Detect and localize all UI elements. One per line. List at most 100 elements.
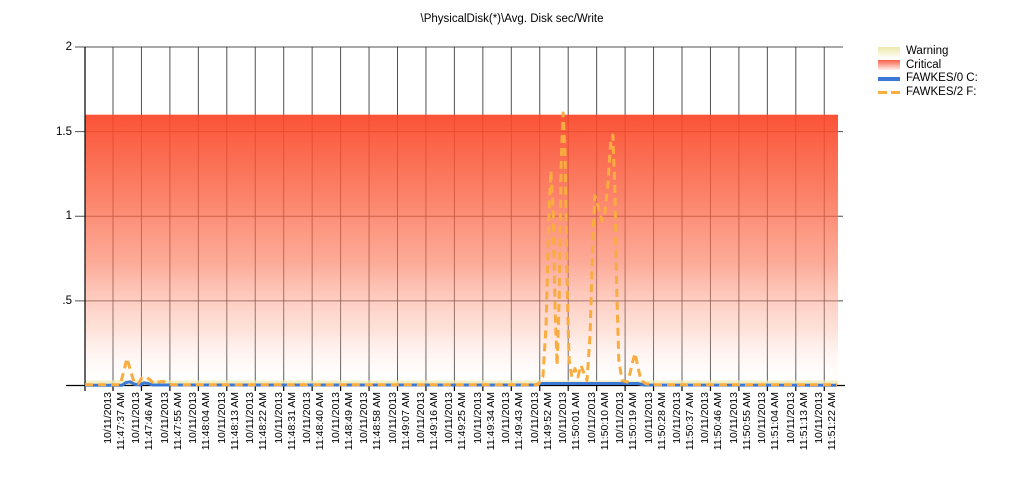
x-label-time: 11:49:43 AM — [513, 392, 526, 451]
x-axis-tick-label: 10/11/2013 11:49:52 AM — [529, 392, 555, 472]
legend-label: FAWKES/2 F: — [906, 85, 977, 98]
x-label-time: 11:48:04 AM — [200, 392, 213, 451]
x-axis-tick-label: 10/11/2013 11:50:55 AM — [728, 392, 754, 472]
x-label-date: 10/11/2013 — [813, 392, 826, 444]
x-label-date: 10/11/2013 — [699, 392, 712, 444]
x-axis-tick-label: 10/11/2013 11:51:22 AM — [813, 392, 839, 472]
x-label-time: 11:51:22 AM — [826, 392, 839, 451]
x-label-time: 11:50:37 AM — [684, 392, 696, 451]
x-axis-tick-label: 10/11/2013 11:51:13 AM — [785, 392, 811, 472]
x-label-date: 10/11/2013 — [756, 392, 769, 444]
series-solid-line — [85, 380, 838, 387]
x-label-date: 10/11/2013 — [500, 392, 513, 444]
x-axis-tick-label: 10/11/2013 11:48:49 AM — [330, 392, 356, 472]
x-label-date: 10/11/2013 — [414, 392, 427, 444]
x-label-time: 11:47:46 AM — [143, 392, 156, 451]
x-label-date: 10/11/2013 — [329, 392, 342, 444]
x-axis-tick-label: 10/11/2013 11:49:07 AM — [387, 392, 413, 472]
x-axis-tick-label: 10/11/2013 11:50:10 AM — [586, 392, 612, 472]
x-axis-tick-label: 10/11/2013 11:47:37 AM — [102, 392, 128, 472]
x-label-date: 10/11/2013 — [386, 392, 399, 444]
x-label-time: 11:49:16 AM — [427, 392, 440, 451]
x-axis-tick-label: 10/11/2013 11:48:40 AM — [301, 392, 327, 472]
x-label-time: 11:48:31 AM — [285, 392, 298, 451]
x-label-time: 11:49:34 AM — [484, 392, 497, 451]
x-label-time: 11:50:55 AM — [740, 392, 753, 451]
x-label-date: 10/11/2013 — [244, 392, 257, 444]
x-label-date: 10/11/2013 — [528, 392, 541, 444]
x-axis-tick-label: 10/11/2013 11:50:28 AM — [643, 392, 669, 472]
x-label-date: 10/11/2013 — [585, 392, 598, 444]
x-label-date: 10/11/2013 — [158, 392, 171, 444]
y-axis-tick-label: 2 — [65, 41, 72, 53]
x-label-time: 11:50:01 AM — [570, 392, 583, 451]
x-label-time: 11:47:55 AM — [171, 392, 184, 451]
x-axis-tick-label: 10/11/2013 11:50:37 AM — [671, 392, 697, 472]
x-label-date: 10/11/2013 — [642, 392, 655, 444]
x-axis-tick-label: 10/11/2013 11:49:34 AM — [472, 392, 498, 472]
x-label-date: 10/11/2013 — [443, 392, 456, 444]
series-dashed-line — [85, 111, 838, 387]
x-label-time: 11:48:22 AM — [257, 392, 270, 451]
x-axis-tick-label: 10/11/2013 11:48:58 AM — [358, 392, 384, 472]
x-axis-tick-label: 10/11/2013 11:51:04 AM — [756, 392, 782, 472]
x-axis-tick-label: 10/11/2013 11:49:25 AM — [443, 392, 469, 472]
critical-region-swatch — [878, 60, 900, 71]
x-axis-tick-label: 10/11/2013 11:48:31 AM — [273, 392, 299, 472]
x-label-time: 11:48:13 AM — [228, 392, 241, 451]
x-axis-tick-label: 10/11/2013 11:49:16 AM — [415, 392, 441, 472]
x-axis-tick-label: 10/11/2013 11:50:46 AM — [699, 392, 725, 472]
x-label-time: 11:50:46 AM — [712, 392, 725, 451]
x-label-date: 10/11/2013 — [215, 392, 228, 444]
x-label-time: 11:50:10 AM — [598, 392, 611, 451]
x-label-time: 11:49:25 AM — [456, 392, 469, 451]
x-axis-tick-label: 10/11/2013 11:47:46 AM — [130, 392, 156, 472]
x-label-time: 11:49:07 AM — [399, 392, 412, 451]
x-label-date: 10/11/2013 — [130, 392, 143, 444]
x-label-date: 10/11/2013 — [671, 392, 683, 444]
legend-item-fawkes0: FAWKES/0 C: — [878, 72, 978, 86]
warning-region-swatch — [878, 46, 900, 57]
x-axis-tick-label: 10/11/2013 11:49:43 AM — [500, 392, 526, 472]
y-axis-tick-label: 1 — [65, 210, 72, 223]
x-axis-tick-label: 10/11/2013 11:50:19 AM — [614, 392, 640, 472]
y-axis-tick-label: .5 — [62, 294, 72, 307]
x-label-date: 10/11/2013 — [557, 392, 570, 444]
x-label-date: 10/11/2013 — [358, 392, 371, 444]
legend-label: Warning — [906, 45, 949, 58]
legend-item-warning: Warning — [878, 45, 978, 59]
x-label-time: 11:51:04 AM — [769, 392, 782, 451]
x-label-time: 11:49:52 AM — [541, 392, 554, 451]
x-label-time: 11:47:37 AM — [115, 392, 127, 451]
legend-label: FAWKES/0 C: — [906, 72, 978, 85]
x-axis-tick-label: 10/11/2013 11:48:13 AM — [216, 392, 242, 472]
x-label-date: 10/11/2013 — [272, 392, 285, 444]
x-label-date: 10/11/2013 — [727, 392, 740, 444]
legend-label: Critical — [906, 58, 942, 71]
x-label-date: 10/11/2013 — [784, 392, 797, 444]
x-label-date: 10/11/2013 — [301, 392, 314, 444]
x-axis-tick-label: 10/11/2013 11:48:22 AM — [244, 392, 270, 472]
x-axis-tick-label: 10/11/2013 11:47:55 AM — [159, 392, 185, 472]
x-label-date: 10/11/2013 — [187, 392, 200, 444]
x-label-time: 11:51:13 AM — [797, 392, 810, 451]
x-label-date: 10/11/2013 — [102, 392, 114, 444]
y-axis-tick-label: 1.5 — [56, 125, 72, 138]
x-label-date: 10/11/2013 — [614, 392, 627, 444]
x-label-time: 11:48:58 AM — [371, 392, 384, 451]
solid-line-swatch — [878, 77, 900, 81]
legend-item-fawkes2: FAWKES/2 F: — [878, 86, 978, 100]
x-label-date: 10/11/2013 — [471, 392, 484, 444]
x-label-time: 11:50:28 AM — [655, 392, 668, 451]
chart-title: \PhysicalDisk(*)\Avg. Disk sec/Write — [420, 13, 604, 25]
dashed-line-swatch — [878, 90, 900, 94]
chart-legend: Warning Critical FAWKES/0 C: FAWKES/2 F: — [878, 45, 978, 99]
x-axis-tick-label: 10/11/2013 11:48:04 AM — [187, 392, 213, 472]
x-label-time: 11:48:40 AM — [314, 392, 327, 451]
x-label-time: 11:48:49 AM — [342, 392, 355, 451]
x-axis-tick-label: 10/11/2013 11:50:01 AM — [557, 392, 583, 472]
legend-item-critical: Critical — [878, 59, 978, 73]
x-label-time: 11:50:19 AM — [627, 392, 640, 451]
